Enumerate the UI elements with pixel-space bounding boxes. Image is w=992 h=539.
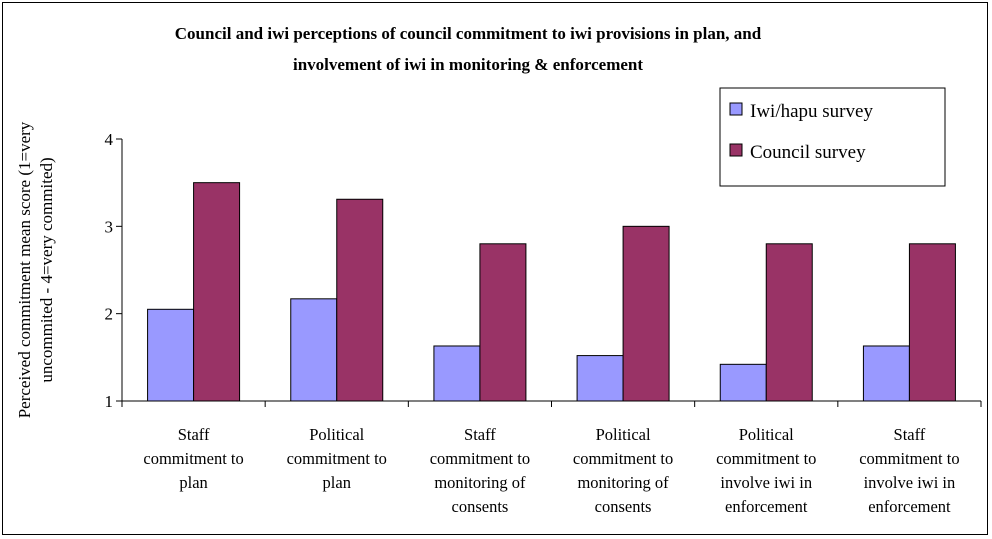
bar-council-1 bbox=[193, 182, 241, 402]
bar-iwi-6 bbox=[862, 345, 910, 402]
x-category-label-6: Staff commitment to involve iwi in enforcem… bbox=[859, 425, 959, 516]
chart-title-line-2: involvement of iwi in monitoring & enfor… bbox=[293, 55, 643, 74]
legend-swatch-iwi bbox=[729, 102, 743, 116]
y-axis-label: Perceived commitment mean score (1=very … bbox=[15, 121, 56, 418]
bar-iwi-4 bbox=[576, 355, 624, 402]
y-tick-label-1: 1 bbox=[105, 392, 114, 411]
x-category-label-2: Political commitment to plan bbox=[287, 425, 387, 492]
legend-label-council: Council survey bbox=[750, 142, 866, 163]
bar-iwi-5 bbox=[719, 363, 767, 402]
bar-council-2 bbox=[336, 198, 384, 402]
legend-swatch-council bbox=[729, 143, 743, 157]
bar-iwi-2 bbox=[290, 298, 338, 402]
y-axis-label-line-1: Perceived commitment mean score (1=very bbox=[15, 121, 34, 418]
x-category-label-5: Political commitment to involve iwi in enfo… bbox=[716, 425, 816, 516]
chart-title-line-1: Council and iwi perceptions of council c… bbox=[175, 24, 762, 43]
x-category-label-3: Staff commitment to monitoring of consents bbox=[430, 425, 530, 516]
y-tick-label-3: 3 bbox=[105, 217, 114, 236]
x-category-label-1: Staff commitment to plan bbox=[143, 425, 243, 492]
plot-area: 1 2 3 4 Staff commitment to plan Political commi… bbox=[105, 130, 982, 516]
legend-box bbox=[719, 87, 946, 187]
bar-iwi-1 bbox=[147, 308, 195, 402]
chart-title: Council and iwi perceptions of council c… bbox=[175, 24, 762, 74]
bar-council-4 bbox=[622, 225, 670, 402]
legend-label-iwi: Iwi/hapu survey bbox=[750, 101, 873, 122]
bar-council-6 bbox=[908, 243, 956, 402]
bar-council-3 bbox=[479, 243, 527, 402]
bar-iwi-3 bbox=[433, 345, 481, 402]
legend: Iwi/hapu survey Council survey bbox=[719, 87, 946, 187]
y-axis-label-line-2: uncommited - 4=very commited) bbox=[37, 157, 56, 382]
y-tick-label-4: 4 bbox=[105, 130, 114, 149]
x-category-label-4: Political commitment to monitoring of conse… bbox=[573, 425, 673, 516]
y-tick-label-2: 2 bbox=[105, 305, 114, 324]
bar-council-5 bbox=[765, 243, 813, 402]
